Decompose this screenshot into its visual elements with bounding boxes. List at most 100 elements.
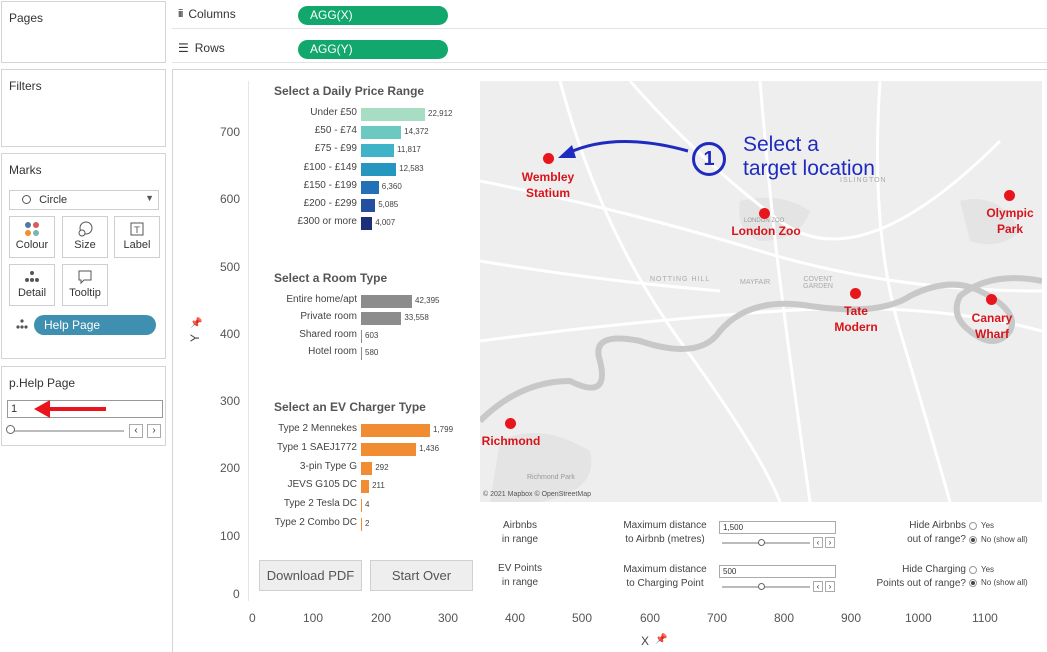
bar-row[interactable]: £50 - £74 14,372 bbox=[250, 125, 480, 140]
parameter-slider-handle[interactable] bbox=[6, 425, 15, 434]
bar[interactable] bbox=[361, 295, 412, 308]
filters-panel[interactable]: Filters bbox=[1, 69, 166, 147]
bar[interactable] bbox=[361, 312, 402, 326]
bar-row[interactable]: JEVS G105 DC 211 bbox=[250, 479, 480, 494]
x-tick: 500 bbox=[572, 611, 593, 625]
bar-label: Hotel room bbox=[308, 345, 357, 357]
bar[interactable] bbox=[361, 144, 394, 158]
max-charging-next-button[interactable]: › bbox=[825, 581, 835, 592]
bar[interactable] bbox=[361, 180, 379, 194]
bar[interactable] bbox=[361, 329, 362, 343]
location-label-wembley[interactable]: Wembley Statium bbox=[508, 169, 588, 201]
map[interactable]: LONDON ZOO ISLINGTON NOTTING HILL COVENT… bbox=[480, 81, 1042, 502]
rows-shelf[interactable]: ☰ Rows AGG(Y) bbox=[172, 35, 1047, 63]
max-airbnb-distance-handle[interactable] bbox=[758, 539, 765, 546]
bar-row[interactable]: £300 or more 4,007 bbox=[250, 216, 480, 231]
bar-row[interactable]: Private room 33,558 bbox=[250, 311, 480, 326]
rows-pill[interactable]: AGG(Y) bbox=[298, 40, 448, 59]
max-airbnb-next-button[interactable]: › bbox=[825, 537, 835, 548]
max-airbnb-distance-slider[interactable] bbox=[722, 542, 810, 544]
ctl-text: Points out of range? bbox=[876, 578, 966, 589]
parameter-prev-button[interactable]: ‹ bbox=[129, 424, 143, 438]
label-button[interactable]: T Label bbox=[114, 216, 160, 258]
hide-airbnbs-no-radio[interactable]: No (show all) bbox=[969, 535, 1028, 544]
start-over-button[interactable]: Start Over bbox=[370, 560, 473, 591]
pin-icon[interactable]: 📌 bbox=[190, 318, 203, 329]
tooltip-label: Tooltip bbox=[69, 287, 101, 299]
max-charging-distance-input[interactable]: 500 bbox=[719, 565, 836, 578]
bar[interactable] bbox=[361, 346, 362, 360]
colour-button[interactable]: Colour bbox=[9, 216, 55, 258]
location-marker-richmond[interactable] bbox=[505, 418, 516, 429]
ctl-text: Hide Airbnbs bbox=[909, 520, 966, 531]
bar-row[interactable]: 3-pin Type G 292 bbox=[250, 461, 480, 476]
hide-airbnbs-yes-radio[interactable]: Yes bbox=[969, 521, 994, 530]
detail-button[interactable]: Detail bbox=[9, 264, 55, 306]
download-pdf-button[interactable]: Download PDF bbox=[259, 560, 362, 591]
bar[interactable] bbox=[361, 442, 417, 456]
max-charging-distance-handle[interactable] bbox=[758, 583, 765, 590]
map-attribution: © 2021 Mapbox © OpenStreetMap bbox=[483, 491, 591, 498]
location-name: Statium bbox=[525, 186, 570, 200]
location-label-london-zoo[interactable]: London Zoo bbox=[721, 223, 811, 239]
x-tick: 700 bbox=[707, 611, 728, 625]
max-charging-prev-button[interactable]: ‹ bbox=[813, 581, 823, 592]
tooltip-button[interactable]: Tooltip bbox=[62, 264, 108, 306]
bar-row[interactable]: £75 - £99 11,817 bbox=[250, 143, 480, 158]
location-marker-wembley[interactable] bbox=[543, 153, 554, 164]
hide-charging-no-radio[interactable]: No (show all) bbox=[969, 578, 1028, 587]
bar-row[interactable]: Type 2 Combo DC 2 bbox=[250, 517, 480, 532]
location-marker-london-zoo[interactable] bbox=[759, 208, 770, 219]
bar-row[interactable]: £100 - £149 12,583 bbox=[250, 162, 480, 177]
bar[interactable] bbox=[361, 217, 373, 231]
hide-charging-label: Hide Charging Points out of range? bbox=[856, 563, 966, 591]
location-label-tate-modern[interactable]: Tate Modern bbox=[826, 303, 886, 335]
max-airbnb-distance-input[interactable]: 1,500 bbox=[719, 521, 836, 534]
columns-pill[interactable]: AGG(X) bbox=[298, 6, 448, 25]
max-airbnb-prev-button[interactable]: ‹ bbox=[813, 537, 823, 548]
bar[interactable] bbox=[361, 162, 397, 176]
bar[interactable] bbox=[361, 518, 362, 531]
x-tick: 1100 bbox=[972, 611, 998, 625]
bar[interactable] bbox=[361, 108, 425, 121]
bar-row[interactable]: Entire home/apt 42,395 bbox=[250, 294, 480, 309]
location-name: Wharf bbox=[975, 327, 1009, 341]
bar[interactable] bbox=[361, 199, 376, 212]
mark-type-dropdown[interactable]: Circle ▼ bbox=[9, 190, 159, 210]
max-charging-distance-slider[interactable] bbox=[722, 586, 810, 588]
bar[interactable] bbox=[361, 424, 430, 437]
location-label-canary-wharf[interactable]: Canary Wharf bbox=[962, 310, 1022, 342]
bar-row[interactable]: Shared room 603 bbox=[250, 329, 480, 344]
bar[interactable] bbox=[361, 126, 402, 140]
ctl-text: Maximum distance bbox=[623, 564, 707, 575]
parameter-slider-track[interactable] bbox=[10, 430, 124, 432]
bar-row[interactable]: Type 2 Mennekes 1,799 bbox=[250, 423, 480, 438]
location-marker-canary-wharf[interactable] bbox=[986, 294, 997, 305]
size-button[interactable]: Size bbox=[62, 216, 108, 258]
max-airbnb-distance-label: Maximum distance to Airbnb (metres) bbox=[612, 519, 718, 547]
callout-arrow-icon bbox=[558, 140, 689, 158]
location-marker-tate-modern[interactable] bbox=[850, 288, 861, 299]
help-page-pill[interactable]: Help Page bbox=[34, 315, 156, 335]
bar[interactable] bbox=[361, 461, 373, 475]
bar-row[interactable]: Under £50 22,912 bbox=[250, 107, 480, 122]
radio-circle bbox=[969, 521, 977, 530]
bar-row[interactable]: £150 - £199 6,360 bbox=[250, 180, 480, 195]
hide-charging-yes-radio[interactable]: Yes bbox=[969, 565, 994, 574]
bar-row[interactable]: Type 2 Tesla DC 4 bbox=[250, 498, 480, 513]
ctl-text: out of range? bbox=[907, 534, 966, 545]
bar-row[interactable]: Type 1 SAEJ1772 1,436 bbox=[250, 442, 480, 457]
parameter-input[interactable]: 1 bbox=[7, 400, 163, 418]
pin-icon[interactable]: 📌 bbox=[655, 634, 668, 645]
bar[interactable] bbox=[361, 480, 370, 494]
bar-value-label: 1,799 bbox=[433, 425, 454, 434]
bar[interactable] bbox=[361, 499, 362, 513]
columns-shelf[interactable]: iii Columns AGG(X) bbox=[172, 1, 1047, 29]
pages-panel[interactable]: Pages bbox=[1, 1, 166, 63]
location-label-olympic-park[interactable]: Olympic Park bbox=[980, 205, 1040, 237]
bar-row[interactable]: Hotel room 580 bbox=[250, 346, 480, 361]
location-label-richmond[interactable]: Richmond bbox=[480, 433, 542, 449]
parameter-next-button[interactable]: › bbox=[147, 424, 161, 438]
location-marker-olympic-park[interactable] bbox=[1004, 190, 1015, 201]
bar-row[interactable]: £200 - £299 5,085 bbox=[250, 198, 480, 213]
